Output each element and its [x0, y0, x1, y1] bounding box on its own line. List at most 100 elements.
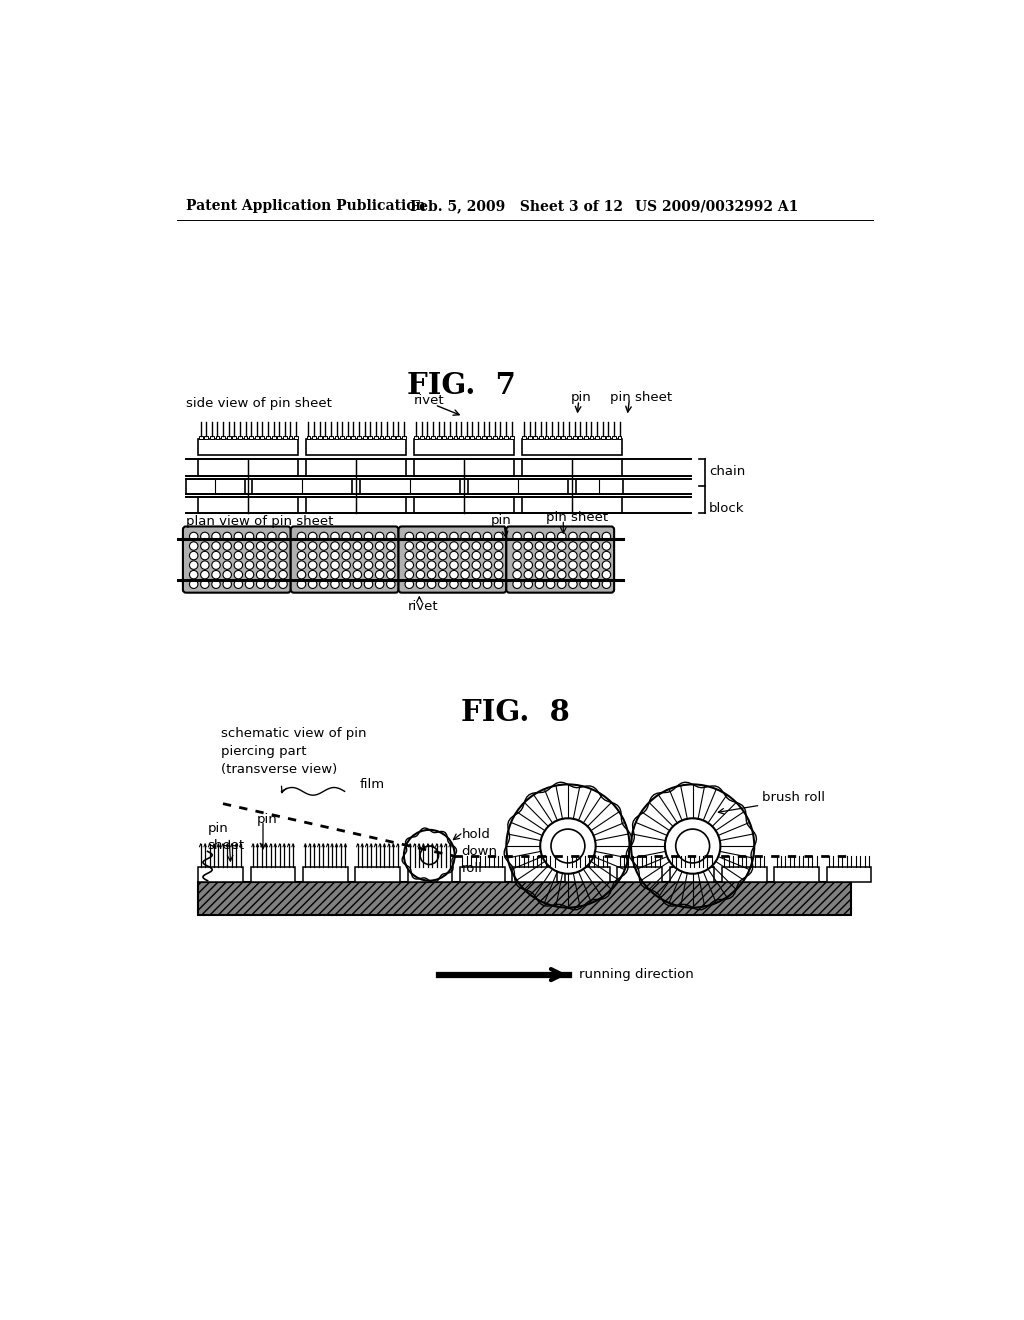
Circle shape	[427, 561, 436, 569]
Text: pin: pin	[490, 513, 512, 527]
Circle shape	[376, 541, 384, 550]
Circle shape	[602, 532, 610, 541]
Bar	[567, 436, 571, 440]
Circle shape	[319, 552, 328, 560]
Circle shape	[387, 532, 395, 541]
FancyBboxPatch shape	[506, 527, 614, 593]
Circle shape	[297, 532, 306, 541]
Circle shape	[461, 579, 469, 589]
Circle shape	[406, 552, 414, 560]
Bar	[374, 436, 378, 440]
Circle shape	[541, 818, 596, 874]
Circle shape	[331, 579, 339, 589]
Circle shape	[406, 579, 414, 589]
Circle shape	[223, 532, 231, 541]
Circle shape	[223, 541, 231, 550]
Circle shape	[331, 541, 339, 550]
Bar	[303, 867, 348, 882]
Bar	[260, 436, 264, 440]
Circle shape	[524, 561, 532, 569]
Bar	[521, 498, 622, 512]
Circle shape	[406, 541, 414, 550]
Circle shape	[279, 561, 288, 569]
Circle shape	[387, 561, 395, 569]
Circle shape	[568, 570, 578, 579]
Circle shape	[331, 570, 339, 579]
Circle shape	[495, 570, 503, 579]
Circle shape	[246, 552, 254, 560]
Circle shape	[591, 570, 599, 579]
Bar	[199, 882, 851, 915]
Text: pin: pin	[571, 391, 592, 404]
Circle shape	[212, 532, 220, 541]
Circle shape	[591, 541, 599, 550]
Circle shape	[591, 552, 599, 560]
Bar	[459, 436, 463, 440]
Circle shape	[376, 552, 384, 560]
Circle shape	[353, 579, 361, 589]
Circle shape	[267, 552, 276, 560]
Circle shape	[438, 579, 447, 589]
Circle shape	[308, 570, 316, 579]
Circle shape	[406, 532, 414, 541]
Circle shape	[557, 541, 566, 550]
Circle shape	[547, 561, 555, 569]
Circle shape	[223, 570, 231, 579]
Circle shape	[267, 579, 276, 589]
Circle shape	[536, 541, 544, 550]
Circle shape	[495, 579, 503, 589]
Circle shape	[557, 570, 566, 579]
Circle shape	[536, 552, 544, 560]
Circle shape	[256, 552, 265, 560]
Circle shape	[483, 541, 492, 550]
Circle shape	[483, 579, 492, 589]
Circle shape	[212, 552, 220, 560]
Circle shape	[483, 552, 492, 560]
Circle shape	[495, 552, 503, 560]
Bar	[722, 867, 767, 882]
Bar	[561, 436, 565, 440]
Circle shape	[212, 579, 220, 589]
Circle shape	[387, 552, 395, 560]
Bar	[426, 436, 429, 440]
Circle shape	[376, 570, 384, 579]
Circle shape	[568, 579, 578, 589]
Circle shape	[342, 552, 350, 560]
Circle shape	[406, 561, 414, 569]
Circle shape	[438, 541, 447, 550]
Circle shape	[591, 532, 599, 541]
Bar	[670, 867, 714, 882]
Circle shape	[524, 579, 532, 589]
Bar	[271, 436, 275, 440]
Bar	[774, 867, 819, 882]
Circle shape	[580, 552, 589, 560]
Circle shape	[416, 570, 425, 579]
Circle shape	[387, 579, 395, 589]
Circle shape	[297, 570, 306, 579]
Circle shape	[319, 532, 328, 541]
Bar	[414, 459, 514, 475]
Bar	[527, 436, 531, 440]
Bar	[499, 436, 503, 440]
Circle shape	[602, 552, 610, 560]
Bar	[617, 436, 622, 440]
Circle shape	[513, 541, 521, 550]
Bar	[357, 436, 360, 440]
Bar	[579, 436, 582, 440]
Circle shape	[297, 552, 306, 560]
Circle shape	[297, 561, 306, 569]
Bar	[590, 436, 593, 440]
Text: FIG.  8: FIG. 8	[461, 698, 570, 727]
Circle shape	[376, 532, 384, 541]
Bar	[522, 436, 526, 440]
Circle shape	[365, 552, 373, 560]
Circle shape	[438, 561, 447, 569]
Circle shape	[420, 846, 438, 865]
Circle shape	[319, 561, 328, 569]
Circle shape	[365, 561, 373, 569]
Circle shape	[342, 541, 350, 550]
Circle shape	[450, 552, 458, 560]
Circle shape	[416, 552, 425, 560]
Bar	[414, 440, 514, 455]
Bar	[289, 436, 293, 440]
